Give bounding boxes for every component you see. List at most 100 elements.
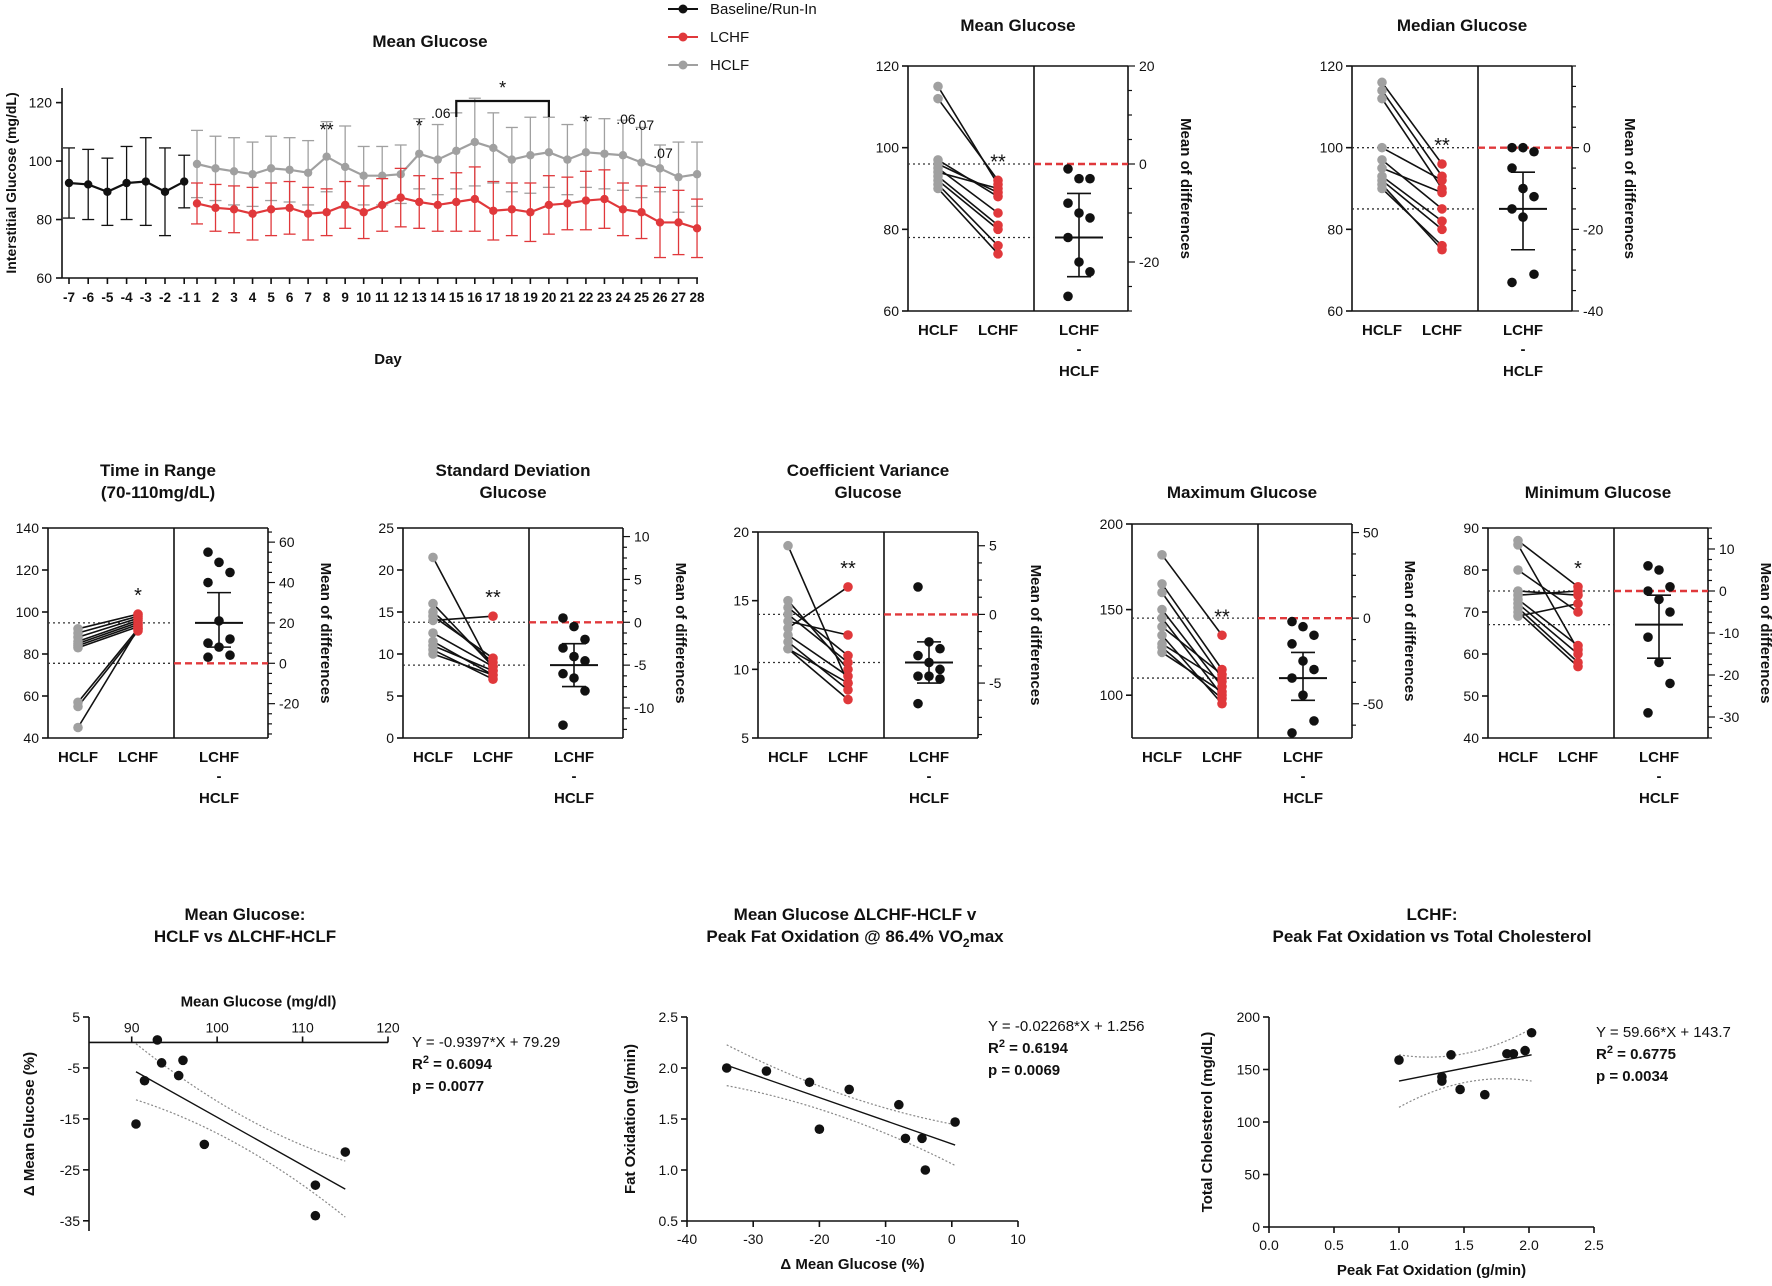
data-point (303, 168, 313, 177)
x-tick-label: HCLF (1498, 749, 1538, 766)
chart-title: Glucose (479, 483, 546, 502)
y-tick-label: 5 (72, 1009, 80, 1025)
pair-line (1517, 598, 1579, 647)
data-point (199, 1139, 210, 1150)
hclf-point (1157, 647, 1167, 658)
y-tick-label: 80 (23, 646, 39, 662)
pair-line (787, 586, 849, 629)
legend-swatch-dot (678, 4, 688, 14)
x-tick-label: 24 (615, 290, 631, 305)
hclf-point (1157, 587, 1167, 598)
pair-line (1161, 626, 1223, 676)
lchf-point (993, 224, 1003, 235)
lchf-point (993, 249, 1003, 259)
r-squared-value: = 0.6775 (1613, 1046, 1676, 1063)
data-point (600, 149, 609, 158)
lchf-point (1437, 187, 1447, 198)
right-tick-label: 20 (279, 615, 295, 631)
data-point (378, 171, 387, 180)
x-tick-label: 22 (578, 290, 593, 305)
lchf-point (843, 685, 853, 695)
hclf-point (783, 609, 793, 620)
pair-line (787, 613, 849, 664)
x-tick-label: HCLF (768, 749, 808, 766)
x-tick-label: -4 (121, 290, 133, 305)
data-point (64, 178, 74, 188)
data-point (637, 208, 646, 217)
difference-point (1518, 183, 1528, 194)
difference-point (1665, 607, 1675, 617)
x-tick-label: HCLF (1142, 749, 1182, 766)
data-point (396, 193, 405, 202)
x-tick-label: 16 (467, 290, 483, 305)
difference-point (225, 567, 235, 578)
significance-label: * (134, 585, 142, 607)
pair-line (787, 648, 849, 684)
r-squared-superscript: 2 (999, 1038, 1005, 1050)
chart-title-main: Peak Fat Oxidation @ 86.4% VO (706, 927, 963, 946)
pair-line (937, 171, 999, 190)
right-axis-label: Mean of differences (1027, 565, 1044, 706)
r-squared-label: R (988, 1040, 999, 1057)
fit-line (135, 1071, 346, 1190)
data-point (507, 155, 517, 164)
data-point (526, 208, 535, 217)
significance-label: ** (1214, 606, 1230, 628)
pair-line (1517, 602, 1579, 617)
difference-point (203, 638, 213, 648)
pair-line (787, 545, 849, 684)
data-point (415, 149, 424, 158)
y-tick-label: 70 (1463, 604, 1479, 620)
difference-point (1643, 708, 1653, 718)
data-point (581, 196, 591, 205)
right-axis-label: Mean of differences (1621, 118, 1638, 259)
x-tick-label: 100 (205, 1019, 229, 1035)
x-tick-label: HCLF (909, 790, 949, 807)
difference-point (935, 643, 945, 654)
chart-title-suffix: max (970, 927, 1005, 946)
x-tick-label: - (1657, 768, 1662, 785)
x-tick-label: -40 (677, 1231, 697, 1247)
x-tick-label: -3 (140, 290, 152, 305)
pair-line (1517, 607, 1579, 663)
data-point (340, 1147, 351, 1157)
hclf-point (783, 616, 793, 627)
data-point (544, 148, 554, 157)
hclf-point (1513, 540, 1523, 550)
difference-point (1063, 291, 1073, 302)
y-tick-label: 1.0 (659, 1162, 679, 1178)
x-tick-label: HCLF (1362, 322, 1402, 339)
pair-line (787, 600, 849, 670)
pair-line (1381, 179, 1443, 230)
fit-line (1398, 1054, 1532, 1082)
pair-line (1161, 609, 1223, 688)
regression-equation: Y = 59.66*X + 143.7 (1596, 1024, 1731, 1041)
lchf-point (1437, 224, 1447, 235)
x-tick-label: 21 (560, 290, 576, 305)
lchf-point (1573, 649, 1583, 659)
pair-line (77, 621, 139, 645)
pair-line (1381, 98, 1443, 189)
chart-title: Mean Glucose: (185, 905, 306, 924)
hclf-point (1157, 630, 1167, 641)
pair-line (77, 615, 139, 634)
hclf-point (1377, 183, 1387, 194)
y-tick-label: 2.0 (659, 1060, 679, 1076)
r-squared: R2 = 0.6194 (988, 1038, 1069, 1057)
pair-line (937, 175, 999, 226)
y-tick-label: 100 (1237, 1114, 1261, 1130)
y-tick-label: 100 (1320, 140, 1344, 156)
hclf-point (783, 595, 793, 606)
pair-line (937, 163, 999, 194)
hclf-point (1377, 155, 1387, 165)
pair-line (1381, 167, 1443, 194)
hclf-point (933, 93, 943, 104)
difference-point (1063, 198, 1073, 208)
pair-line (1381, 90, 1443, 177)
lchf-point (1217, 693, 1227, 704)
y-tick-label: 1.5 (659, 1111, 679, 1127)
chart-title: HCLF vs ΔLCHF-HCLF (154, 927, 336, 946)
x-tick-label: -2 (159, 290, 171, 305)
y-axis-label: Interstitial Glucose (mg/dL) (3, 92, 19, 273)
lchf-point (1217, 686, 1227, 697)
